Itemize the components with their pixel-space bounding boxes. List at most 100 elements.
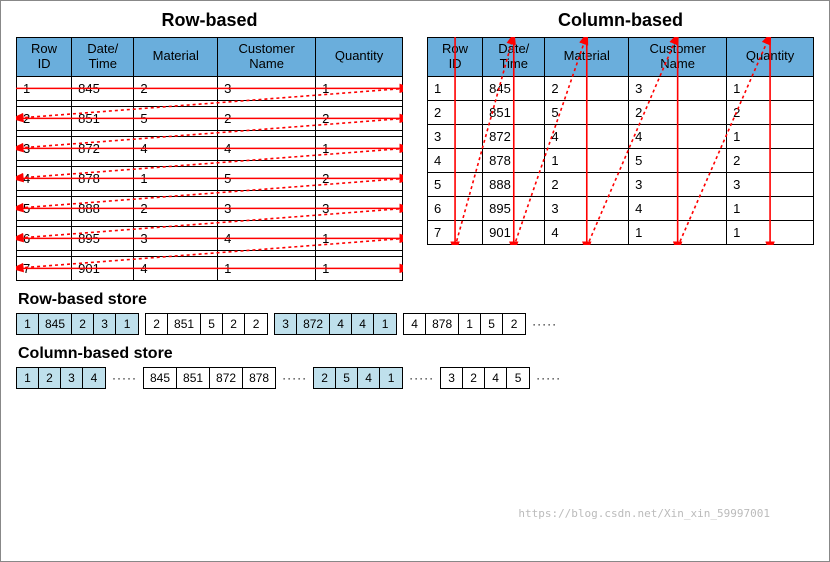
column-header: Date/Time bbox=[72, 38, 134, 77]
table-cell: 4 bbox=[545, 220, 629, 244]
table-cell: 3 bbox=[218, 76, 316, 100]
table-row: 4878152 bbox=[428, 148, 814, 172]
store-group: 2541 bbox=[313, 367, 403, 389]
table-cell: 845 bbox=[483, 76, 545, 100]
table-cell: 3 bbox=[629, 76, 727, 100]
column-based-title: Column-based bbox=[427, 10, 814, 31]
table-row: 5888233 bbox=[428, 172, 814, 196]
column-header: Quantity bbox=[316, 38, 403, 77]
store-cell: 3 bbox=[275, 314, 297, 334]
store-cell: 2 bbox=[463, 368, 485, 388]
store-cell: 4 bbox=[83, 368, 105, 388]
table-cell: 888 bbox=[483, 172, 545, 196]
store-group: 4878152 bbox=[403, 313, 526, 335]
ellipsis-dots: ····· bbox=[112, 371, 137, 385]
table-cell: 1 bbox=[727, 196, 814, 220]
table-cell: 1 bbox=[316, 76, 403, 100]
store-cell: 3 bbox=[94, 314, 116, 334]
column-header: Date/Time bbox=[483, 38, 545, 77]
table-cell: 4 bbox=[629, 124, 727, 148]
column-based-table: RowIDDate/TimeMaterialCustomerNameQuanti… bbox=[427, 37, 814, 245]
table-cell: 872 bbox=[483, 124, 545, 148]
store-cell: 872 bbox=[297, 314, 330, 334]
table-cell: 2 bbox=[629, 100, 727, 124]
ellipsis-dots: ····· bbox=[409, 371, 434, 385]
col-store-title: Column-based store bbox=[18, 345, 814, 363]
store-cell: 2 bbox=[72, 314, 94, 334]
store-cell: 4 bbox=[330, 314, 352, 334]
table-row: 6895341 bbox=[17, 226, 403, 250]
table-cell: 1 bbox=[218, 256, 316, 280]
store-cell: 2 bbox=[314, 368, 336, 388]
table-cell: 1 bbox=[727, 124, 814, 148]
table-cell: 888 bbox=[72, 196, 134, 220]
table-row: 1845231 bbox=[428, 76, 814, 100]
column-header: RowID bbox=[17, 38, 72, 77]
table-cell: 872 bbox=[72, 136, 134, 160]
table-cell: 3 bbox=[316, 196, 403, 220]
ellipsis-dots: ····· bbox=[282, 371, 307, 385]
store-cell: 3 bbox=[61, 368, 83, 388]
store-cell: 1 bbox=[17, 368, 39, 388]
table-cell: 851 bbox=[72, 106, 134, 130]
store-cell: 1 bbox=[116, 314, 138, 334]
table-cell: 4 bbox=[218, 136, 316, 160]
table-cell: 4 bbox=[545, 124, 629, 148]
store-cell: 2 bbox=[39, 368, 61, 388]
row-based-panel: Row-based RowIDDate/TimeMaterialCustomer… bbox=[16, 10, 403, 281]
column-header: RowID bbox=[428, 38, 483, 77]
table-cell: 1 bbox=[316, 226, 403, 250]
table-cell: 1 bbox=[316, 256, 403, 280]
table-row: 7901411 bbox=[428, 220, 814, 244]
column-header: Material bbox=[134, 38, 218, 77]
store-cell: 851 bbox=[168, 314, 201, 334]
table-cell: 5 bbox=[629, 148, 727, 172]
table-cell: 3 bbox=[545, 196, 629, 220]
table-cell: 4 bbox=[134, 136, 218, 160]
column-header: CustomerName bbox=[218, 38, 316, 77]
table-cell: 6 bbox=[428, 196, 483, 220]
table-cell: 2 bbox=[134, 76, 218, 100]
table-cell: 4 bbox=[629, 196, 727, 220]
table-cell: 901 bbox=[72, 256, 134, 280]
table-cell: 5 bbox=[218, 166, 316, 190]
table-cell: 1 bbox=[316, 136, 403, 160]
column-header: CustomerName bbox=[629, 38, 727, 77]
table-row: 6895341 bbox=[428, 196, 814, 220]
table-cell: 5 bbox=[428, 172, 483, 196]
table-cell: 1 bbox=[727, 220, 814, 244]
store-cell: 878 bbox=[426, 314, 459, 334]
store-group: 2851522 bbox=[145, 313, 268, 335]
table-row: 7901411 bbox=[17, 256, 403, 280]
ellipsis-dots: ····· bbox=[532, 317, 557, 331]
column-store-strip: 1234·····845851872878·····2541·····3245·… bbox=[16, 367, 814, 389]
store-group: 1845231 bbox=[16, 313, 139, 335]
table-cell: 4 bbox=[134, 256, 218, 280]
store-group: 845851872878 bbox=[143, 367, 276, 389]
store-cell: 2 bbox=[503, 314, 525, 334]
table-cell: 1 bbox=[545, 148, 629, 172]
store-cell: 3 bbox=[441, 368, 463, 388]
table-cell: 3 bbox=[727, 172, 814, 196]
table-cell: 851 bbox=[483, 100, 545, 124]
watermark-text: https://blog.csdn.net/Xin_xin_59997001 bbox=[518, 507, 770, 520]
table-cell: 878 bbox=[483, 148, 545, 172]
table-cell: 5 bbox=[545, 100, 629, 124]
table-cell: 845 bbox=[72, 76, 134, 100]
row-based-title: Row-based bbox=[16, 10, 403, 31]
table-cell: 2 bbox=[545, 76, 629, 100]
table-cell: 7 bbox=[17, 256, 72, 280]
table-cell: 4 bbox=[218, 226, 316, 250]
table-cell: 4 bbox=[17, 166, 72, 190]
store-cell: 4 bbox=[352, 314, 374, 334]
store-cell: 1 bbox=[459, 314, 481, 334]
table-cell: 895 bbox=[483, 196, 545, 220]
table-cell: 2 bbox=[134, 196, 218, 220]
store-group: 3245 bbox=[440, 367, 530, 389]
table-row: 5888233 bbox=[17, 196, 403, 220]
table-cell: 3 bbox=[428, 124, 483, 148]
table-cell: 1 bbox=[629, 220, 727, 244]
table-cell: 1 bbox=[134, 166, 218, 190]
row-store-title: Row-based store bbox=[18, 291, 814, 309]
table-cell: 3 bbox=[218, 196, 316, 220]
